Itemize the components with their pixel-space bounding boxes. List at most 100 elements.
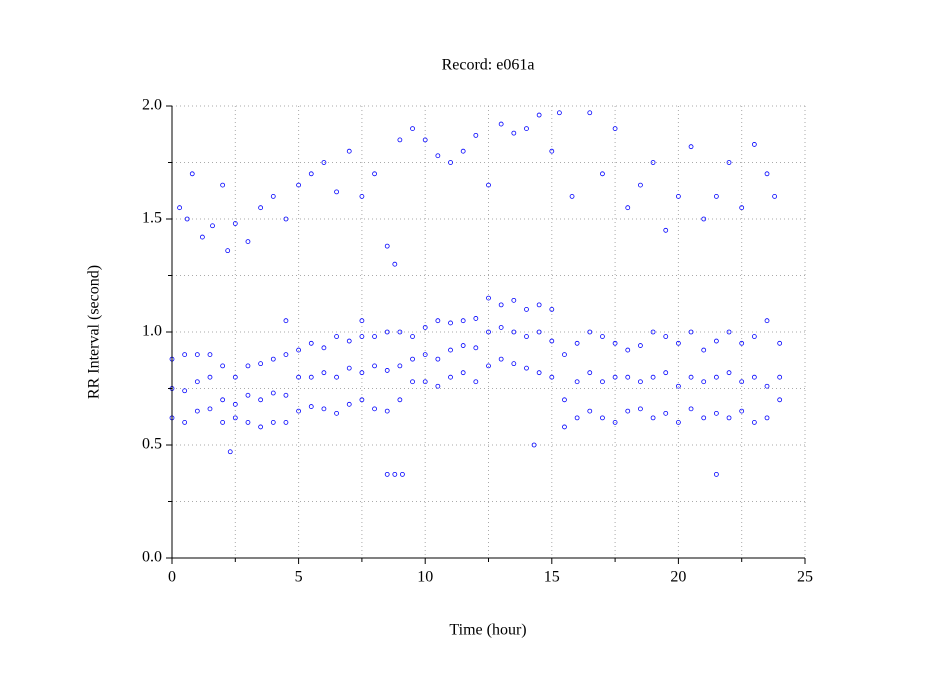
- data-point: [600, 415, 605, 421]
- data-point: [713, 374, 719, 380]
- data-point: [569, 193, 575, 199]
- data-point: [536, 370, 542, 376]
- data-point: [713, 471, 719, 477]
- y-tick-label: 0.5: [142, 436, 162, 453]
- data-point: [258, 205, 264, 211]
- data-point: [384, 243, 390, 249]
- data-point: [245, 239, 251, 245]
- data-point: [562, 397, 567, 403]
- data-point: [283, 419, 289, 425]
- data-point: [435, 356, 441, 362]
- data-point: [283, 352, 289, 358]
- data-point: [549, 338, 555, 344]
- data-point: [549, 374, 555, 380]
- data-point: [359, 334, 365, 339]
- data-point: [701, 379, 707, 385]
- data-point: [587, 408, 593, 414]
- data-point: [270, 390, 276, 396]
- data-point: [334, 410, 339, 416]
- data-point: [435, 153, 441, 159]
- y-tick-label: 0.0: [142, 549, 162, 566]
- data-point: [676, 383, 681, 389]
- data-point: [384, 368, 390, 373]
- grid: [171, 105, 806, 559]
- data-point: [524, 306, 529, 312]
- data-point: [511, 329, 517, 335]
- data-point: [713, 410, 719, 416]
- data-point: [359, 397, 365, 403]
- data-point: [663, 227, 669, 233]
- data-point: [663, 370, 669, 376]
- data-point: [574, 340, 580, 346]
- data-point: [422, 325, 428, 330]
- data-point: [227, 449, 233, 455]
- data-point: [346, 401, 352, 407]
- data-point: [384, 408, 390, 414]
- data-point: [232, 401, 238, 407]
- data-point: [650, 329, 656, 335]
- data-point: [511, 130, 517, 136]
- data-point: [688, 406, 694, 412]
- data-point: [676, 193, 681, 199]
- data-point: [321, 345, 327, 351]
- data-point: [739, 379, 745, 385]
- data-point: [283, 392, 289, 398]
- data-point: [182, 388, 188, 394]
- data-point: [764, 415, 770, 421]
- data-point: [346, 338, 352, 344]
- x-tick-label: 20: [670, 569, 686, 586]
- data-point: [625, 347, 631, 353]
- data-point: [498, 356, 504, 362]
- data-point: [726, 415, 732, 421]
- data-point: [308, 374, 314, 380]
- data-point: [422, 352, 428, 358]
- data-point: [308, 404, 314, 409]
- y-axis-label: RR Interval (second): [86, 265, 103, 399]
- data-point: [448, 320, 453, 326]
- data-point: [372, 363, 377, 369]
- x-axis-label: Time (hour): [449, 622, 526, 639]
- data-point: [232, 374, 238, 380]
- data-point: [511, 361, 517, 367]
- data-point: [701, 216, 707, 222]
- x-tick-label: 5: [295, 569, 303, 586]
- data-point: [556, 110, 562, 116]
- data-point: [473, 379, 479, 385]
- data-point: [232, 221, 238, 226]
- data-point: [772, 193, 778, 199]
- data-point: [549, 306, 555, 312]
- data-point: [650, 160, 656, 165]
- data-point: [296, 408, 302, 414]
- data-point: [726, 160, 732, 165]
- data-point: [296, 347, 302, 353]
- data-point: [498, 302, 504, 308]
- data-point: [321, 406, 327, 412]
- data-point: [321, 370, 327, 376]
- data-point: [688, 329, 694, 335]
- data-point: [562, 424, 567, 430]
- data-point: [258, 361, 264, 367]
- data-point: [207, 374, 213, 380]
- data-point: [334, 374, 339, 380]
- data-point: [486, 182, 491, 188]
- data-point: [486, 295, 491, 301]
- x-tick-label: 0: [168, 569, 176, 586]
- data-point: [701, 347, 707, 353]
- data-point: [739, 408, 745, 414]
- data-point: [346, 365, 352, 371]
- data-point: [392, 261, 398, 267]
- data-point: [422, 137, 428, 143]
- data-point: [207, 406, 213, 412]
- data-point: [210, 223, 215, 229]
- data-point: [688, 374, 694, 380]
- data-point: [189, 171, 195, 177]
- data-point: [258, 424, 264, 430]
- data-point: [777, 340, 783, 346]
- data-point: [334, 189, 339, 195]
- data-point: [270, 419, 276, 425]
- data-point: [536, 329, 542, 335]
- data-point: [638, 379, 643, 385]
- data-point: [397, 397, 403, 403]
- data-point: [612, 419, 618, 425]
